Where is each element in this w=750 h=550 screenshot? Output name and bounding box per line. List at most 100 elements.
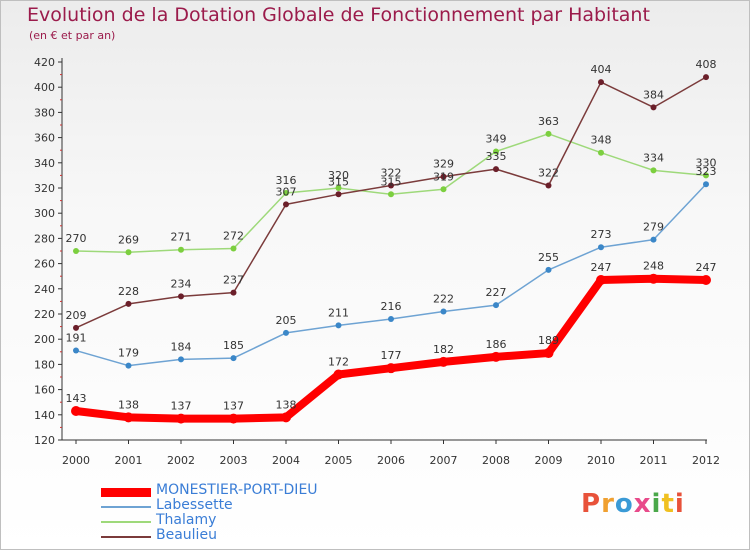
data-label: 228 [118, 285, 139, 298]
data-label: 247 [591, 261, 612, 274]
y-tick-label: 360 [34, 132, 55, 145]
data-label: 329 [433, 158, 454, 171]
x-tick-label: 2009 [535, 454, 563, 467]
data-label: 248 [643, 260, 664, 273]
y-tick-label: 260 [34, 258, 55, 271]
data-point [228, 413, 239, 424]
legend-label: Beaulieu [156, 527, 217, 543]
x-tick-label: 2007 [430, 454, 458, 467]
x-tick-label: 2002 [167, 454, 195, 467]
y-tick-label: 320 [34, 182, 55, 195]
y-tick-label: 220 [34, 308, 55, 321]
data-label: 237 [223, 274, 244, 287]
data-point [545, 182, 552, 189]
data-point [125, 249, 132, 256]
data-point [545, 130, 552, 137]
data-label: 172 [328, 355, 349, 368]
data-label: 323 [696, 165, 717, 178]
data-label: 404 [591, 63, 612, 76]
legend-label: Labessette [156, 497, 233, 513]
y-tick-label: 300 [34, 207, 55, 220]
x-tick-label: 2003 [220, 454, 248, 467]
data-label: 348 [591, 134, 612, 147]
data-label: 330 [696, 156, 717, 169]
data-label: 320 [328, 169, 349, 182]
data-point [178, 356, 184, 363]
data-label: 209 [66, 309, 87, 322]
data-point [230, 289, 237, 296]
data-point [598, 149, 604, 156]
chart-title: Evolution de la Dotation Globale de Fonc… [27, 4, 650, 26]
y-tick-label: 160 [34, 384, 55, 397]
data-label: 216 [381, 300, 402, 313]
data-label: 316 [276, 174, 297, 187]
data-label: 184 [171, 340, 192, 353]
data-point [440, 308, 447, 315]
data-label: 384 [643, 88, 664, 101]
data-label: 247 [696, 261, 717, 274]
x-tick-label: 2004 [272, 454, 300, 467]
y-tick-label: 380 [34, 106, 55, 119]
data-label: 222 [433, 292, 454, 305]
data-label: 315 [328, 175, 349, 188]
data-point [650, 104, 657, 111]
y-tick-label: 340 [34, 157, 55, 170]
data-label: 138 [118, 398, 139, 411]
legend-swatch [101, 521, 151, 523]
data-point [230, 245, 237, 252]
data-label: 205 [276, 314, 297, 327]
data-point [178, 293, 184, 300]
x-tick-label: 2010 [587, 454, 615, 467]
data-point [650, 236, 657, 243]
data-point [125, 362, 132, 369]
data-labels: 191 179 184 185 205 211 216 222 227 255 273 279 323 2… [66, 58, 717, 412]
data-label: 255 [538, 251, 559, 264]
data-label: 234 [171, 277, 192, 290]
data-point [283, 329, 289, 336]
data-point [281, 412, 291, 423]
data-point [333, 369, 344, 380]
data-point [491, 351, 501, 362]
data-label: 138 [276, 398, 297, 411]
data-point [386, 363, 396, 374]
chart-subtitle: (en € et par an) [29, 29, 116, 42]
data-point [598, 244, 604, 251]
y-tick-label: 420 [34, 56, 55, 69]
data-point [703, 172, 709, 179]
data-label: 322 [538, 166, 559, 179]
axes: 120 140 160 180 200 220 240 260 280 300 320 340 360 3… [34, 56, 720, 467]
data-point [73, 324, 79, 331]
data-label: 271 [171, 231, 192, 244]
data-point [230, 355, 237, 362]
data-label: 211 [328, 306, 349, 319]
y-tick-label: 180 [34, 358, 55, 371]
data-point [440, 173, 447, 180]
data-label: 227 [486, 286, 507, 299]
y-tick-label: 140 [34, 409, 55, 422]
y-tick-label: 240 [34, 283, 55, 296]
legend-label: Thalamy [156, 512, 217, 528]
data-label: 273 [591, 228, 612, 241]
data-point [596, 274, 606, 285]
data-label: 315 [381, 175, 402, 188]
y-tick-label: 400 [34, 81, 55, 94]
x-tick-label: 2006 [377, 454, 405, 467]
data-label: 335 [486, 150, 507, 163]
data-label: 137 [223, 400, 244, 413]
data-point [178, 246, 184, 253]
legend-label: MONESTIER-PORT-DIEU [156, 482, 318, 498]
x-tick-label: 2001 [115, 454, 143, 467]
x-tick-label: 2000 [62, 454, 90, 467]
data-label: 269 [118, 233, 139, 246]
data-point [388, 182, 394, 189]
legend-swatch [101, 536, 151, 538]
data-label: 137 [171, 400, 192, 413]
y-tick-label: 120 [34, 434, 55, 447]
data-label: 322 [381, 166, 402, 179]
data-label: 307 [276, 185, 297, 198]
data-label: 185 [223, 339, 244, 352]
data-label: 408 [696, 58, 717, 71]
x-tick-label: 2011 [640, 454, 668, 467]
